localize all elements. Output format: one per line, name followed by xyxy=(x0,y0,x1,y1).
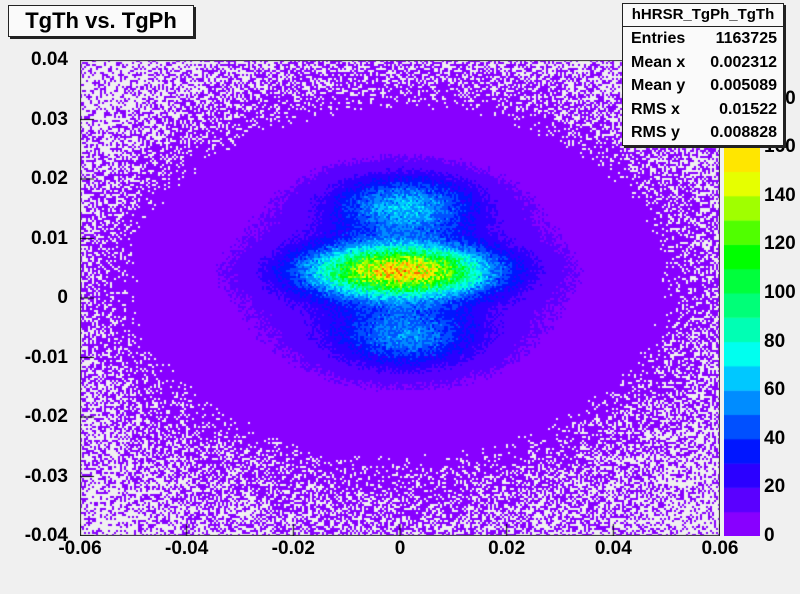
heatmap-canvas xyxy=(80,60,720,536)
stats-histogram-name: hHRSR_TgPh_TgTh xyxy=(623,4,783,27)
z-tick-label: 100 xyxy=(764,282,796,303)
y-tick-label: -0.04 xyxy=(24,525,68,546)
y-tick-label: -0.03 xyxy=(24,465,68,487)
stats-row-mean-y: Mean y 0.005089 xyxy=(623,74,783,98)
stats-row-mean-x: Mean x 0.002312 xyxy=(623,51,783,75)
stats-value: 0.002312 xyxy=(710,53,777,71)
x-tick-label: 0.04 xyxy=(594,538,632,559)
stats-label: RMS y xyxy=(631,124,680,141)
stats-value: 0.005089 xyxy=(710,77,777,94)
y-tick-label: -0.01 xyxy=(24,346,68,368)
x-tick-label: 0 xyxy=(394,538,406,559)
z-tick-label: 80 xyxy=(764,330,786,352)
y-tick-label: 0.01 xyxy=(31,227,68,249)
stats-row-rms-x: RMS x 0.01522 xyxy=(623,98,783,122)
y-tick-label: 0.04 xyxy=(31,49,68,70)
stats-row-entries: Entries 1163725 xyxy=(623,27,783,51)
z-tick-label: 60 xyxy=(764,379,786,401)
y-tick-label: -0.02 xyxy=(24,406,68,427)
z-tick-label: 40 xyxy=(764,427,786,449)
x-tick-label: -0.04 xyxy=(165,538,209,559)
stats-value: 0.01522 xyxy=(719,100,777,118)
x-tick-label: 0.02 xyxy=(488,538,526,559)
y-tick-label: 0 xyxy=(57,287,68,308)
stats-label: Mean x xyxy=(631,53,686,71)
stats-row-rms-y: RMS y 0.008828 xyxy=(623,121,783,145)
y-tick-label: 0.03 xyxy=(31,108,68,130)
stats-value: 1163725 xyxy=(715,30,777,47)
stats-value: 0.008828 xyxy=(710,124,777,141)
x-tick-label: 0.06 xyxy=(701,538,739,559)
x-tick-label: -0.02 xyxy=(271,538,315,559)
stats-box: hHRSR_TgPh_TgTh Entries 1163725 Mean x 0… xyxy=(622,3,784,146)
z-tick-label: 120 xyxy=(764,233,796,255)
z-tick-label: 140 xyxy=(764,184,796,206)
stats-label: Entries xyxy=(631,30,686,47)
stats-label: Mean y xyxy=(631,77,686,94)
z-tick-label: 20 xyxy=(764,476,786,498)
y-tick-label: 0.02 xyxy=(31,168,68,189)
x-tick-label: -0.06 xyxy=(58,538,102,559)
stats-label: RMS x xyxy=(631,100,680,118)
z-tick-label: 0 xyxy=(764,525,775,546)
plot-title: TgTh vs. TgPh xyxy=(8,5,194,37)
